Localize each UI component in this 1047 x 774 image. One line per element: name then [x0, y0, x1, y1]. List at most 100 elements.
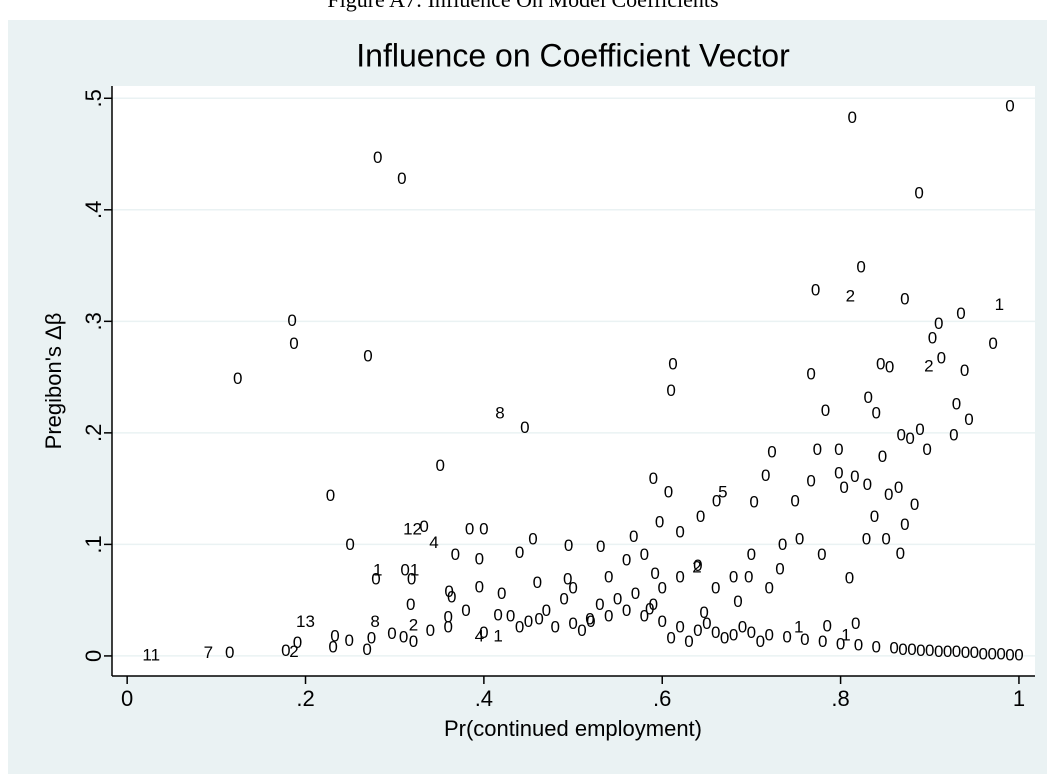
point-label: 0 [407, 570, 416, 589]
point-label: 7 [204, 643, 213, 662]
x-tick-label: .4 [475, 686, 493, 711]
point-label: 0 [684, 632, 693, 651]
point-label: 0 [712, 491, 721, 510]
point-label: 0 [293, 633, 302, 652]
point-label: 0 [515, 543, 524, 562]
point-label: 0 [475, 577, 484, 596]
point-label: 0 [889, 639, 898, 658]
point-label: 0 [668, 354, 677, 373]
point-label: 0 [550, 618, 559, 637]
point-label: 0 [782, 628, 791, 647]
point-label: 0 [834, 440, 843, 459]
x-tick-label: 0 [121, 686, 133, 711]
point-label: 0 [475, 549, 484, 568]
point-label: 0 [749, 493, 758, 512]
point-label: 0 [419, 517, 428, 536]
point-label: 13 [296, 612, 315, 631]
point-label: 0 [233, 369, 242, 388]
point-label: 0 [328, 638, 337, 657]
y-tick-label: .2 [81, 424, 106, 442]
point-label: 0 [949, 426, 958, 445]
point-label: 0 [961, 643, 970, 662]
x-tick-label: .2 [296, 686, 314, 711]
point-label: 0 [1005, 97, 1014, 116]
point-label: 0 [934, 642, 943, 661]
point-label: 0 [733, 592, 742, 611]
point-label: 4 [475, 626, 484, 645]
point-label: 0 [729, 625, 738, 644]
point-label: 0 [922, 440, 931, 459]
point-label: 0 [960, 361, 969, 380]
point-label: 0 [729, 567, 738, 586]
point-label: 0 [675, 618, 684, 637]
point-label: 0 [907, 640, 916, 659]
point-label: 0 [987, 644, 996, 663]
point-label: 0 [896, 544, 905, 563]
point-label: 0 [664, 483, 673, 502]
point-label: 0 [847, 108, 856, 127]
point-label: 0 [585, 610, 594, 629]
point-label: 0 [1014, 645, 1023, 664]
point-label: 0 [821, 401, 830, 420]
point-label: 0 [711, 623, 720, 642]
point-label: 0 [524, 612, 533, 631]
point-label: 1 [373, 561, 382, 580]
point-label: 0 [281, 641, 290, 660]
point-label: 0 [747, 545, 756, 564]
point-label: 4 [429, 533, 438, 552]
point-label: 0 [910, 495, 919, 514]
point-label: 0 [761, 466, 770, 485]
point-label: 0 [577, 621, 586, 640]
point-label: 0 [657, 578, 666, 597]
point-label: 0 [497, 584, 506, 603]
point-label: 0 [876, 354, 885, 373]
point-label: 0 [345, 535, 354, 554]
point-label: 0 [800, 630, 809, 649]
point-label: 0 [864, 388, 873, 407]
point-label: 0 [884, 485, 893, 504]
point-label: 0 [778, 535, 787, 554]
point-label: 0 [649, 595, 658, 614]
point-label: 2 [846, 286, 855, 305]
point-label: 0 [822, 616, 831, 635]
point-label: 0 [702, 614, 711, 633]
point-label: 0 [925, 641, 934, 660]
point-label: 0 [443, 607, 452, 626]
point-label: 0 [362, 640, 371, 659]
point-label: 0 [479, 623, 488, 642]
point-label: 1 [995, 295, 1004, 314]
point-label: 0 [397, 169, 406, 188]
point-label: 0 [872, 403, 881, 422]
x-axis-title: Pr(continued employment) [444, 716, 702, 741]
point-label: 1 [493, 626, 502, 645]
point-label: 0 [850, 467, 859, 486]
point-label: 0 [461, 601, 470, 620]
point-label: 0 [649, 469, 658, 488]
point-label: 0 [528, 529, 537, 548]
point-label: 2 [924, 357, 933, 376]
point-label: 0 [604, 606, 613, 625]
point-label: 0 [881, 529, 890, 548]
point-label: 0 [399, 628, 408, 647]
point-label: 0 [373, 148, 382, 167]
point-label: 0 [371, 570, 380, 589]
point-label: 0 [493, 605, 502, 624]
point-label: 0 [657, 612, 666, 631]
point-label: 0 [711, 578, 720, 597]
point-label: 0 [675, 567, 684, 586]
point-label: 0 [675, 523, 684, 542]
point-label: 0 [666, 629, 675, 648]
point-label: 01 [400, 561, 419, 580]
point-label: 0 [330, 626, 339, 645]
point-label: 8 [495, 403, 504, 422]
point-label: 0 [586, 612, 595, 631]
point-label: 0 [387, 624, 396, 643]
point-label: 0 [568, 578, 577, 597]
point-label: 0 [568, 614, 577, 633]
point-label: 0 [952, 394, 961, 413]
point-label: 0 [289, 334, 298, 353]
point-label: 0 [465, 519, 474, 538]
point-label: 0 [885, 358, 894, 377]
point-label: 0 [696, 507, 705, 526]
